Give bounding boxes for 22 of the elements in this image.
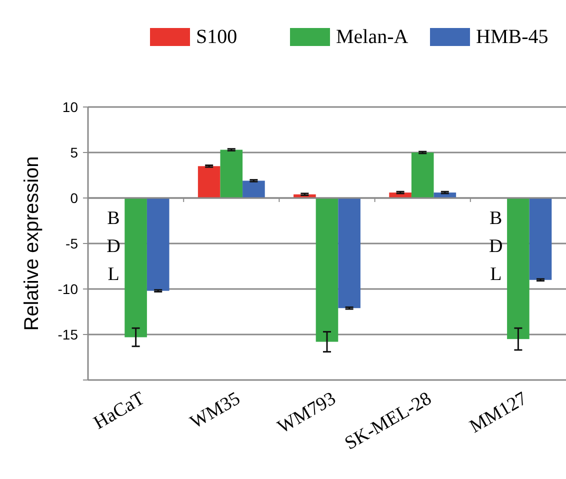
bar <box>411 152 434 198</box>
annotation: BDL <box>106 208 120 285</box>
annotation: BDL <box>489 208 503 285</box>
y-tick-label: 10 <box>62 98 78 115</box>
bar <box>146 198 170 291</box>
bar <box>529 198 552 280</box>
y-tick-label: -10 <box>58 280 78 297</box>
legend-label: S100 <box>196 26 238 48</box>
bar <box>220 150 243 198</box>
bar <box>507 198 530 340</box>
bar <box>338 198 360 308</box>
legend-label: HMB-45 <box>476 26 548 48</box>
y-tick-label: 5 <box>70 144 78 160</box>
bar <box>316 198 338 342</box>
y-axis-title: Relative expression <box>21 156 43 331</box>
y-tick-label: 0 <box>70 190 78 206</box>
y-tick-label: -5 <box>66 235 78 252</box>
legend-label: Melan-A <box>336 26 409 48</box>
bar <box>124 198 147 338</box>
bar <box>242 180 265 198</box>
bar <box>198 166 220 198</box>
y-tick-label: -15 <box>58 326 78 342</box>
